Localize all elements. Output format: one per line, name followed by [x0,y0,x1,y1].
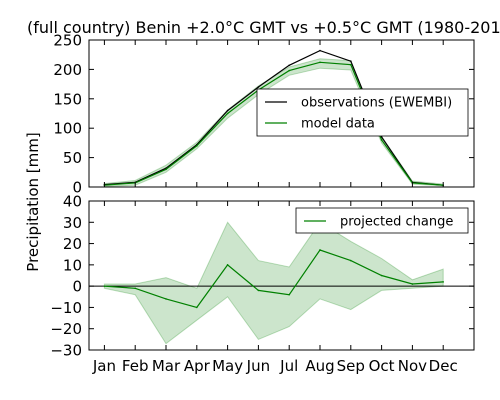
y-tick-label-0-2: 100 [53,120,82,138]
x-tick-label-1: Feb [122,357,149,375]
data-point-1-0-4 [226,264,229,266]
uncertainty-band-1-0 [103,221,444,345]
x-tick-label-4: May [212,357,243,375]
data-point-0-0-6 [288,64,291,67]
top-panel-observed-vs-model: 0 50 100 150 200 250 observations (EWEMBI) mode… [53,32,475,197]
series-line-1-0 [104,249,444,309]
data-point-0-1-2 [165,168,167,171]
data-point-0-0-4 [226,109,229,112]
data-point-1-0-5 [257,289,260,292]
y-tick-label-1-2: −10 [50,299,82,317]
data-point-1-0-11 [442,281,445,283]
series-line-0-0 [104,49,444,186]
series-line-0-1 [104,61,444,186]
legend-0: observations (EWEMBI) model data [256,88,469,137]
x-tick-label-8: Sep [337,357,365,375]
data-point-1-0-6 [288,293,291,296]
data-point-0-1-8 [350,63,352,66]
data-point-1-0-0 [103,285,106,287]
data-point-1-0-9 [380,274,383,277]
x-tick-label-9: Oct [369,357,395,375]
x-tick-label-6: Jul [279,357,298,375]
data-point-0-1-4 [226,112,229,115]
y-tick-label-0-5: 250 [53,32,82,50]
legend-label-0-1: model data [301,117,375,132]
legend-1: projected change [295,207,469,234]
data-point-1-0-1 [134,287,136,290]
axes-frame-1 [88,200,475,351]
y-tick-label-1-0: −30 [50,342,82,360]
y-tick-label-1-3: 0 [72,278,82,296]
data-point-0-1-7 [319,61,321,64]
data-point-1-0-7 [319,249,321,251]
data-point-0-0-9 [380,136,383,138]
legend-label-1-0: projected change [340,215,453,230]
x-tick-label-11: Dec [429,357,458,375]
y-tick-label-1-6: 30 [63,214,82,232]
data-point-0-0-5 [257,86,260,88]
y-tick-label-0-4: 200 [53,61,82,79]
axes-frame-0 [88,39,475,188]
y-tick-label-0-0: 0 [72,179,82,197]
legend-label-0-0: observations (EWEMBI) [301,96,452,111]
legend-box-0 [256,88,469,137]
data-point-0-0-8 [350,60,352,62]
y-tick-label-1-5: 20 [63,235,82,253]
data-point-1-0-3 [196,306,198,309]
y-tick-label-0-3: 150 [53,90,82,108]
data-point-1-0-2 [165,298,167,300]
x-tick-label-2: Mar [152,357,181,375]
data-point-0-0-7 [319,49,321,52]
data-point-0-1-6 [288,69,291,72]
y-tick-label-1-1: −20 [50,320,82,338]
x-tick-label-7: Aug [305,357,334,375]
figure-title: (full country) Benin +2.0°C GMT vs +0.5°… [27,18,500,37]
y-tick-label-1-7: 40 [63,193,82,211]
y-axis-label: Precipitation [mm] [24,132,42,271]
y-tick-label-0-1: 50 [63,149,82,167]
bottom-panel-projected-change: −30 −20 −10 0 10 20 30 40 Jan Feb Mar Apr May Jun Jul A… [50,193,475,375]
data-point-1-0-10 [411,283,414,285]
data-point-0-1-3 [196,145,198,147]
x-tick-label-0: Jan [92,357,116,375]
x-tick-label-10: Nov [398,357,427,375]
x-tick-label-5: Jun [246,357,270,375]
data-point-0-1-9 [380,139,383,141]
y-tick-label-1-4: 10 [63,256,82,274]
x-tick-label-3: Apr [184,357,211,375]
data-point-1-0-8 [350,259,352,262]
